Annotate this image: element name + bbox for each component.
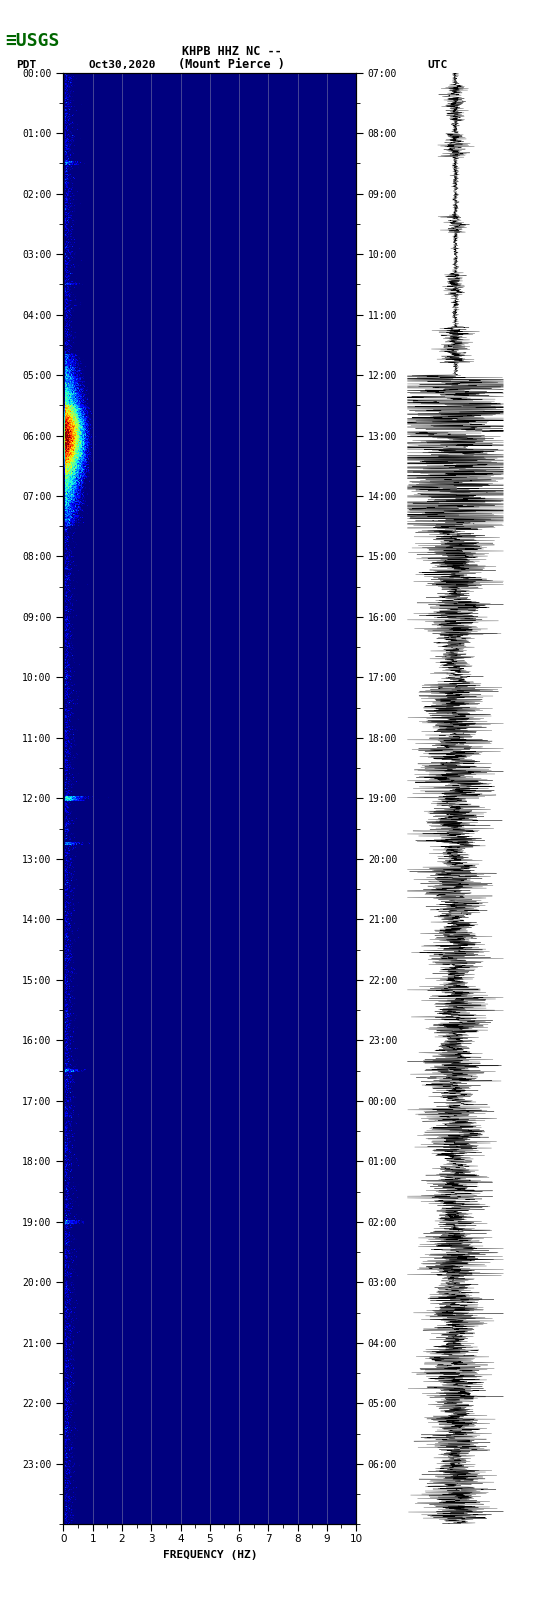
Text: ≡USGS: ≡USGS [6,32,60,50]
Text: Oct30,2020: Oct30,2020 [88,60,156,69]
X-axis label: FREQUENCY (HZ): FREQUENCY (HZ) [162,1550,257,1560]
Text: UTC: UTC [428,60,448,69]
Text: (Mount Pierce ): (Mount Pierce ) [178,58,285,71]
Text: PDT: PDT [17,60,37,69]
Text: KHPB HHZ NC --: KHPB HHZ NC -- [182,45,282,58]
